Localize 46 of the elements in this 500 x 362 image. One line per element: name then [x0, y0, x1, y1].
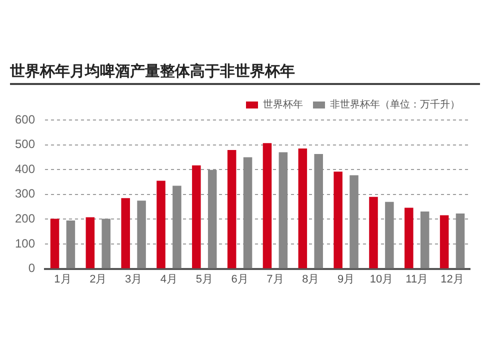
- x-tick-label: 4月: [160, 273, 178, 286]
- bar: [102, 218, 110, 268]
- x-tick-label: 2月: [90, 273, 107, 286]
- bar: [86, 217, 95, 268]
- bar: [208, 170, 217, 268]
- x-tick-label: 11月: [406, 273, 428, 286]
- bar: [227, 150, 236, 268]
- legend-label: 世界杯年: [263, 98, 303, 111]
- x-tick-label: 7月: [266, 273, 284, 286]
- bar: [156, 180, 166, 268]
- bar: [192, 165, 201, 268]
- x-tick-label: 8月: [302, 273, 320, 286]
- bar: [404, 208, 414, 268]
- bar: [420, 212, 430, 268]
- y-tick-label: 500: [14, 137, 36, 152]
- bar: [50, 218, 60, 268]
- y-tick-label: 0: [28, 261, 36, 276]
- x-tick-label: 9月: [337, 273, 355, 286]
- x-tick-label: 12月: [440, 273, 464, 286]
- bar: [334, 172, 342, 268]
- bar: [314, 154, 323, 268]
- bar: [243, 157, 252, 268]
- legend-label: 非世界杯年（单位：万千升）: [330, 98, 460, 111]
- bar: [278, 152, 288, 268]
- x-tick-label: 6月: [231, 273, 248, 286]
- bar: [385, 202, 394, 268]
- y-tick-label: 100: [14, 236, 36, 250]
- bar: [350, 175, 358, 268]
- y-tick-label: 300: [14, 186, 36, 201]
- bar: [369, 196, 378, 268]
- x-tick-label: 1月: [54, 273, 72, 286]
- x-tick-label: 3月: [124, 273, 142, 286]
- y-tick-label: 600: [14, 112, 36, 126]
- x-tick-label: 10月: [370, 273, 394, 286]
- y-tick-label: 200: [14, 212, 36, 226]
- y-tick-label: 400: [14, 162, 36, 176]
- bar: [262, 143, 272, 268]
- bar: [172, 186, 182, 268]
- x-tick-label: 5月: [196, 273, 213, 286]
- bar: [121, 198, 130, 268]
- bar: [298, 148, 308, 268]
- bar: [66, 220, 76, 268]
- bar: [440, 215, 449, 268]
- chart-title: 世界杯年月均啤酒产量整体高于非世界杯年: [10, 62, 480, 85]
- bar: [456, 213, 465, 268]
- bar: [137, 200, 146, 268]
